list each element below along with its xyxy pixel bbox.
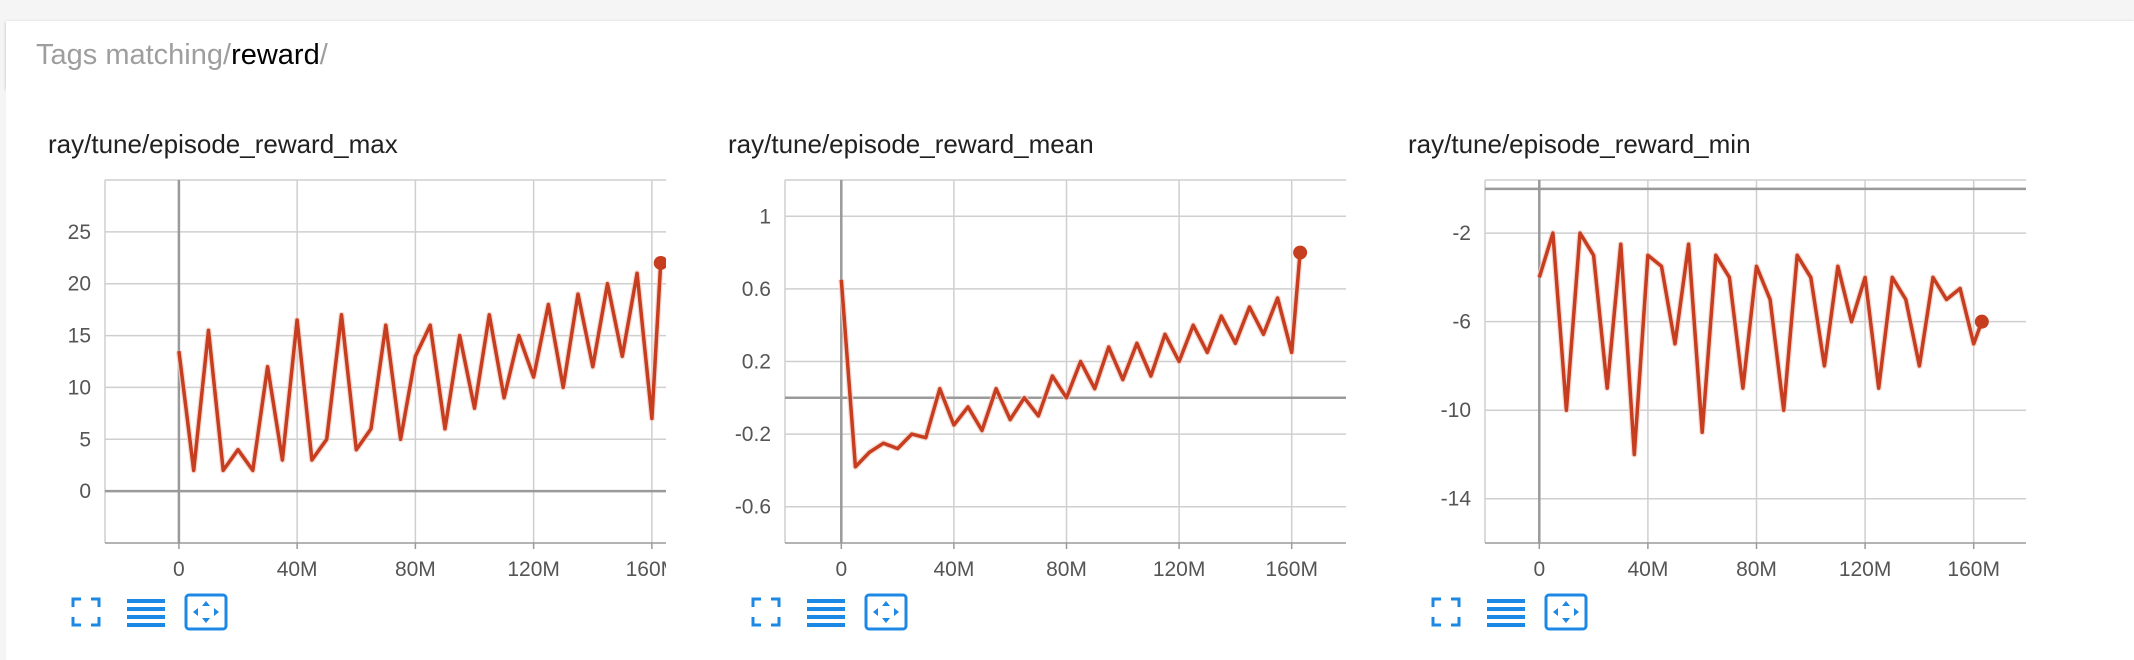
fit-domain-button[interactable] bbox=[864, 593, 908, 631]
y-tick-label: -10 bbox=[1441, 399, 1471, 422]
fullscreen-button[interactable] bbox=[1424, 593, 1468, 631]
grid bbox=[105, 180, 666, 543]
fullscreen-button[interactable] bbox=[64, 593, 108, 631]
x-tick-label: 80M bbox=[1736, 558, 1777, 581]
x-tick-label: 160M bbox=[1265, 558, 1318, 581]
x-tick-label: 80M bbox=[1046, 558, 1087, 581]
tag-filter-slash-open: / bbox=[223, 38, 232, 71]
y-tick-label: -0.2 bbox=[735, 423, 771, 446]
scalar-card-reward-max: ray/tune/episode_reward_max 0 40M 80M 120M 1… bbox=[6, 89, 666, 660]
x-tick-label: 160M bbox=[626, 558, 666, 581]
series-line bbox=[177, 262, 663, 473]
card-actions bbox=[64, 593, 244, 631]
fullscreen-button[interactable] bbox=[744, 593, 788, 631]
scalar-card-reward-mean: ray/tune/episode_reward_mean 0 40M 80M 120M… bbox=[686, 89, 1346, 660]
series-line bbox=[839, 252, 1302, 469]
scalar-card-reward-min: ray/tune/episode_reward_min 0 40M 80M 120M 1… bbox=[1366, 89, 2026, 660]
x-tick-label: 0 bbox=[1533, 558, 1545, 581]
y-tick-label: 1 bbox=[759, 205, 771, 228]
card-actions bbox=[1424, 593, 1604, 631]
last-value-point bbox=[1974, 314, 1989, 329]
x-tick-label: 0 bbox=[173, 558, 185, 581]
fit-domain-icon bbox=[1544, 593, 1588, 631]
toggle-log-scale-button[interactable] bbox=[804, 593, 848, 631]
x-tick-label: 80M bbox=[395, 558, 436, 581]
tag-filter-prefix: Tags matching bbox=[36, 38, 223, 71]
card-title: ray/tune/episode_reward_max bbox=[48, 129, 398, 159]
y-tick-label: -0.6 bbox=[735, 496, 771, 519]
y-tick-label: 25 bbox=[68, 221, 91, 244]
last-value-point bbox=[1293, 245, 1308, 260]
line-chart[interactable]: 0 40M 80M 120M 160M 0 5 10 15 20 25 bbox=[6, 89, 666, 589]
fit-domain-button[interactable] bbox=[184, 593, 228, 631]
y-tick-label: 0.6 bbox=[742, 278, 771, 301]
scalar-cards-area: ray/tune/episode_reward_max 0 40M 80M 120M 1… bbox=[6, 89, 2134, 660]
y-tick-label: 10 bbox=[68, 376, 91, 399]
grid bbox=[1485, 180, 2026, 543]
y-tick-label: -2 bbox=[1452, 222, 1471, 245]
y-tick-label: 0 bbox=[79, 480, 91, 503]
tag-filter-term: reward bbox=[231, 38, 320, 71]
x-tick-label: 120M bbox=[1839, 558, 1892, 581]
grid bbox=[785, 180, 1346, 543]
x-tick-label: 0 bbox=[835, 558, 847, 581]
toggle-log-scale-button[interactable] bbox=[124, 593, 168, 631]
card-title: ray/tune/episode_reward_min bbox=[1408, 129, 1751, 159]
x-tick-label: 160M bbox=[1947, 558, 2000, 581]
toggle-log-scale-button[interactable] bbox=[1484, 593, 1528, 631]
y-tick-label: -6 bbox=[1452, 311, 1471, 334]
x-tick-label: 120M bbox=[507, 558, 560, 581]
tag-filter-slash-close: / bbox=[319, 38, 328, 71]
fullscreen-icon bbox=[751, 597, 781, 627]
line-chart[interactable]: 0 40M 80M 120M 160M -0.6 -0.2 0.2 0.6 1 bbox=[686, 89, 1346, 589]
y-tick-label: -14 bbox=[1441, 488, 1472, 511]
fullscreen-icon bbox=[71, 597, 101, 627]
series-line bbox=[1537, 231, 1984, 457]
card-title: ray/tune/episode_reward_mean bbox=[728, 129, 1094, 159]
data-lines-icon bbox=[127, 599, 165, 627]
line-chart[interactable]: 0 40M 80M 120M 160M -14 -10 -6 -2 bbox=[1366, 89, 2026, 589]
y-tick-label: 0.2 bbox=[742, 351, 771, 374]
x-tick-label: 40M bbox=[1627, 558, 1668, 581]
fullscreen-icon bbox=[1431, 597, 1461, 627]
fit-domain-icon bbox=[184, 593, 228, 631]
y-tick-label: 20 bbox=[68, 273, 91, 296]
last-value-point bbox=[653, 255, 666, 270]
y-tick-label: 15 bbox=[68, 325, 91, 348]
tag-filter-input[interactable]: Tags matching / reward / bbox=[6, 21, 2134, 89]
data-lines-icon bbox=[1487, 599, 1525, 627]
fit-domain-button[interactable] bbox=[1544, 593, 1588, 631]
card-actions bbox=[744, 593, 924, 631]
fit-domain-icon bbox=[864, 593, 908, 631]
x-tick-label: 120M bbox=[1153, 558, 1206, 581]
x-tick-label: 40M bbox=[277, 558, 318, 581]
y-tick-label: 5 bbox=[79, 428, 91, 451]
data-lines-icon bbox=[807, 599, 845, 627]
x-tick-label: 40M bbox=[933, 558, 974, 581]
